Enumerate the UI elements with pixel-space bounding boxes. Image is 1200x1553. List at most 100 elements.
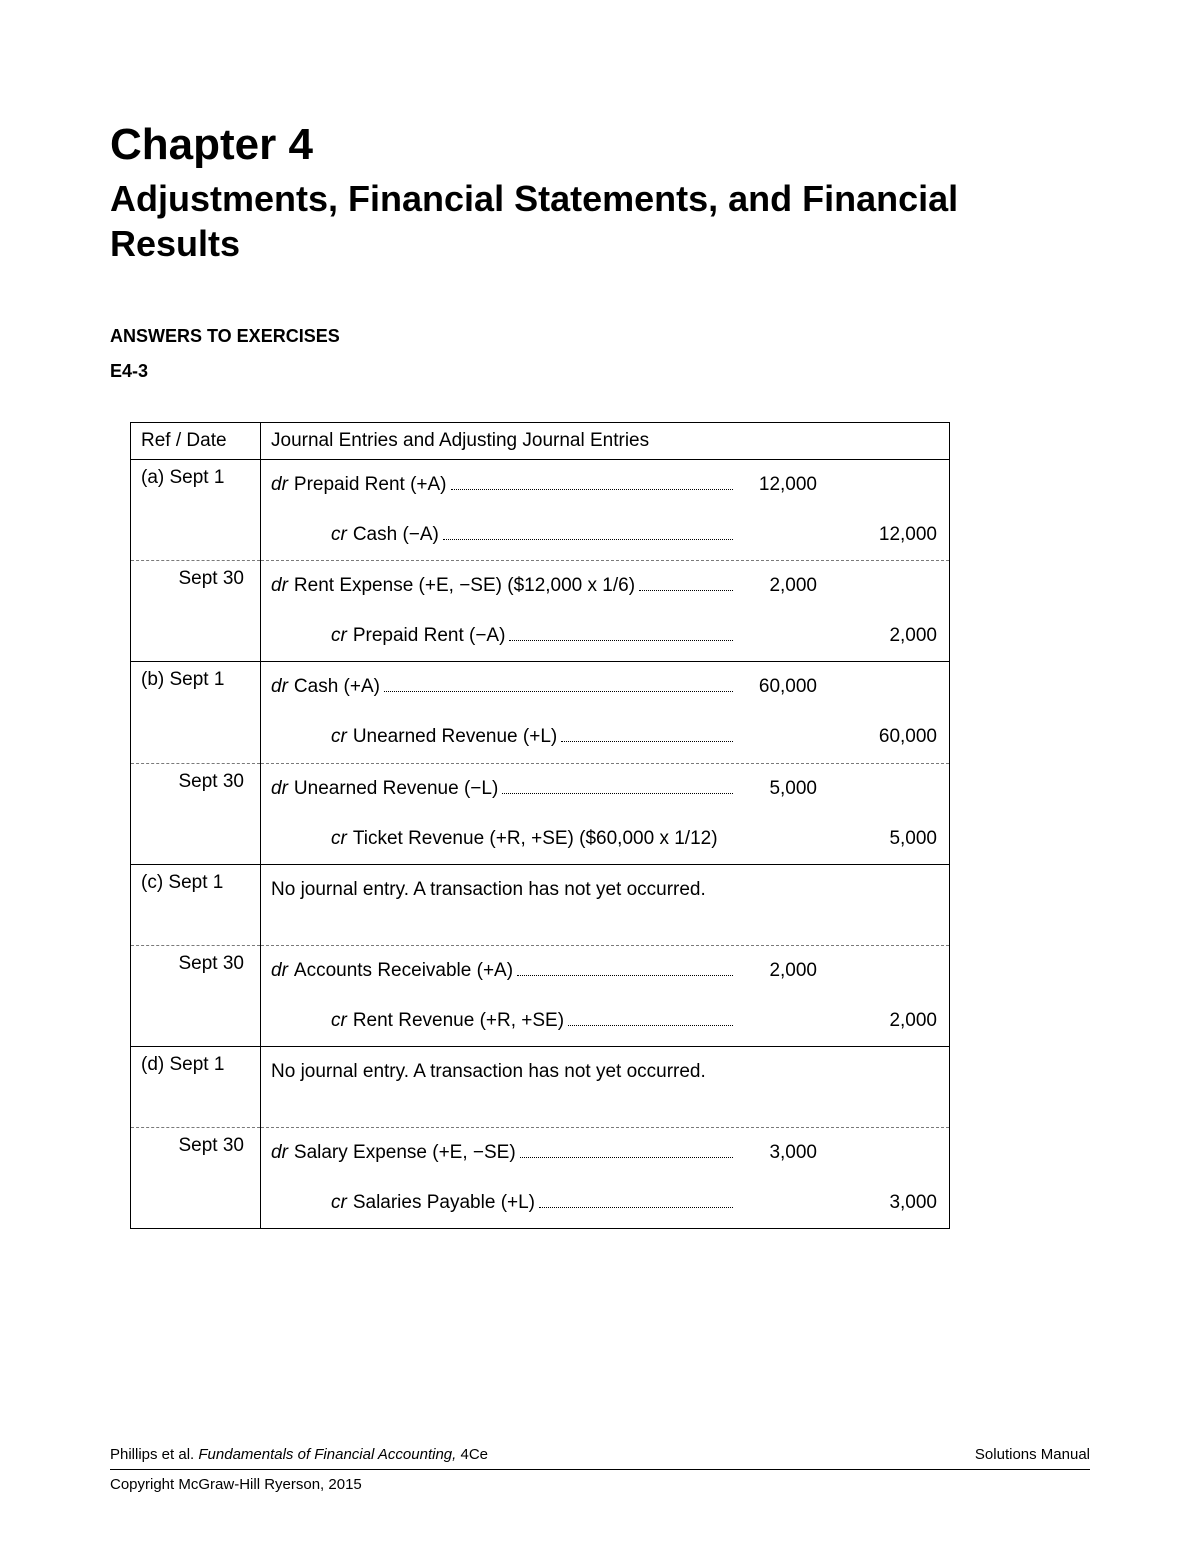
chapter-title: Adjustments, Financial Statements, and F… (110, 176, 1090, 266)
credit-amount: 3,000 (847, 1185, 937, 1221)
account-name: Salaries Payable (+L) (353, 1185, 535, 1221)
entry-prefix: dr (271, 467, 288, 503)
date-cell: (a) Sept 1 (131, 460, 261, 511)
entries-cell: crCash (−A)12,000 (261, 510, 950, 561)
credit-amount: 60,000 (847, 719, 937, 755)
entry-prefix: cr (331, 1003, 347, 1039)
debit-amount: 60,000 (737, 669, 817, 705)
table-row: crCash (−A)12,000 (131, 510, 950, 561)
entry-prefix: cr (331, 719, 347, 755)
debit-line: drCash (+A) 60,000 (271, 669, 937, 705)
credit-amount: 5,000 (847, 821, 937, 857)
table-row: (a) Sept 1 drPrepaid Rent (+A) 12,000 (131, 460, 950, 511)
table-row: crPrepaid Rent (−A) 2,000 (131, 611, 950, 662)
entries-cell: drSalary Expense (+E, −SE)3,000 (261, 1128, 950, 1179)
table-row: (c) Sept 1No journal entry. A transactio… (131, 864, 950, 945)
chapter-number: Chapter 4 (110, 120, 1090, 170)
entries-cell: No journal entry. A transaction has not … (261, 1047, 950, 1128)
date-cell: (d) Sept 1 (131, 1047, 261, 1128)
entry-prefix: cr (331, 821, 347, 857)
table-row: crUnearned Revenue (+L) 60,000 (131, 712, 950, 763)
credit-line: crUnearned Revenue (+L) 60,000 (271, 719, 937, 755)
credit-line: crPrepaid Rent (−A) 2,000 (271, 618, 937, 654)
credit-line: crTicket Revenue (+R, +SE) ($60,000 x 1/… (271, 821, 937, 857)
entries-cell: drRent Expense (+E, −SE) ($12,000 x 1/6)… (261, 561, 950, 612)
debit-line: drAccounts Receivable (+A) 2,000 (271, 953, 937, 989)
footer-copyright: Copyright McGraw-Hill Ryerson, 2015 (110, 1476, 1090, 1493)
table-row: crTicket Revenue (+R, +SE) ($60,000 x 1/… (131, 814, 950, 865)
section-heading: ANSWERS TO EXERCISES (110, 326, 1090, 347)
credit-amount: 2,000 (847, 1003, 937, 1039)
page-footer: Phillips et al. Fundamentals of Financia… (110, 1446, 1090, 1493)
date-cell (131, 510, 261, 561)
credit-line: crCash (−A)12,000 (271, 517, 937, 553)
account-name: Ticket Revenue (+R, +SE) ($60,000 x 1/12… (353, 821, 718, 857)
note-line: No journal entry. A transaction has not … (271, 872, 937, 938)
footer-edition: 4Ce (456, 1446, 488, 1463)
footer-book-title: Fundamentals of Financial Accounting, (198, 1446, 456, 1463)
date-cell: (c) Sept 1 (131, 864, 261, 945)
date-cell (131, 712, 261, 763)
entry-prefix: cr (331, 618, 347, 654)
date-cell: (b) Sept 1 (131, 662, 261, 713)
entries-cell: crRent Revenue (+R, +SE)2,000 (261, 996, 950, 1047)
account-name: Cash (+A) (294, 669, 380, 705)
account-name: Unearned Revenue (+L) (353, 719, 557, 755)
date-cell (131, 611, 261, 662)
footer-citation: Phillips et al. Fundamentals of Financia… (110, 1446, 488, 1463)
account-name: Cash (−A) (353, 517, 439, 553)
credit-amount: 2,000 (847, 618, 937, 654)
account-name: Prepaid Rent (−A) (353, 618, 506, 654)
table-row: crSalaries Payable (+L) 3,000 (131, 1178, 950, 1229)
entry-prefix: dr (271, 568, 288, 604)
date-cell: Sept 30 (131, 945, 261, 996)
table-row: crRent Revenue (+R, +SE)2,000 (131, 996, 950, 1047)
account-name: Salary Expense (+E, −SE) (294, 1135, 516, 1171)
debit-amount: 12,000 (737, 467, 817, 503)
debit-line: drRent Expense (+E, −SE) ($12,000 x 1/6)… (271, 568, 937, 604)
footer-authors: Phillips et al. (110, 1446, 198, 1463)
note-line: No journal entry. A transaction has not … (271, 1054, 937, 1120)
account-name: Accounts Receivable (+A) (294, 953, 513, 989)
table-row: Sept 30 drAccounts Receivable (+A) 2,000 (131, 945, 950, 996)
entry-prefix: cr (331, 1185, 347, 1221)
date-cell (131, 814, 261, 865)
account-name: Rent Expense (+E, −SE) ($12,000 x 1/6) (294, 568, 635, 604)
table-row: Sept 30 drUnearned Revenue (−L)5,000 (131, 763, 950, 814)
debit-line: drPrepaid Rent (+A) 12,000 (271, 467, 937, 503)
debit-line: drSalary Expense (+E, −SE)3,000 (271, 1135, 937, 1171)
debit-amount: 2,000 (737, 568, 817, 604)
date-cell (131, 996, 261, 1047)
col-header-entries: Journal Entries and Adjusting Journal En… (261, 423, 950, 460)
entry-prefix: dr (271, 953, 288, 989)
account-name: Unearned Revenue (−L) (294, 771, 498, 807)
entries-cell: crUnearned Revenue (+L) 60,000 (261, 712, 950, 763)
account-name: Prepaid Rent (+A) (294, 467, 447, 503)
entries-cell: crSalaries Payable (+L) 3,000 (261, 1178, 950, 1229)
entries-cell: drUnearned Revenue (−L)5,000 (261, 763, 950, 814)
document-page: Chapter 4 Adjustments, Financial Stateme… (0, 0, 1200, 1553)
date-cell: Sept 30 (131, 561, 261, 612)
entries-cell: drAccounts Receivable (+A) 2,000 (261, 945, 950, 996)
footer-right: Solutions Manual (975, 1446, 1090, 1463)
entry-prefix: dr (271, 669, 288, 705)
credit-line: crSalaries Payable (+L) 3,000 (271, 1185, 937, 1221)
col-header-date: Ref / Date (131, 423, 261, 460)
table-row: (b) Sept 1 drCash (+A) 60,000 (131, 662, 950, 713)
table-row: (d) Sept 1No journal entry. A transactio… (131, 1047, 950, 1128)
credit-amount: 12,000 (847, 517, 937, 553)
table-row: Sept 30 drRent Expense (+E, −SE) ($12,000… (131, 561, 950, 612)
table-row: Sept 30 drSalary Expense (+E, −SE)3,000 (131, 1128, 950, 1179)
entry-prefix: dr (271, 771, 288, 807)
entries-cell: crPrepaid Rent (−A) 2,000 (261, 611, 950, 662)
debit-amount: 2,000 (737, 953, 817, 989)
entries-cell: crTicket Revenue (+R, +SE) ($60,000 x 1/… (261, 814, 950, 865)
debit-line: drUnearned Revenue (−L)5,000 (271, 771, 937, 807)
entries-cell: drCash (+A) 60,000 (261, 662, 950, 713)
date-cell: Sept 30 (131, 1128, 261, 1179)
entries-cell: drPrepaid Rent (+A) 12,000 (261, 460, 950, 511)
date-cell (131, 1178, 261, 1229)
entries-cell: No journal entry. A transaction has not … (261, 864, 950, 945)
date-cell: Sept 30 (131, 763, 261, 814)
exercise-id: E4-3 (110, 361, 1090, 382)
